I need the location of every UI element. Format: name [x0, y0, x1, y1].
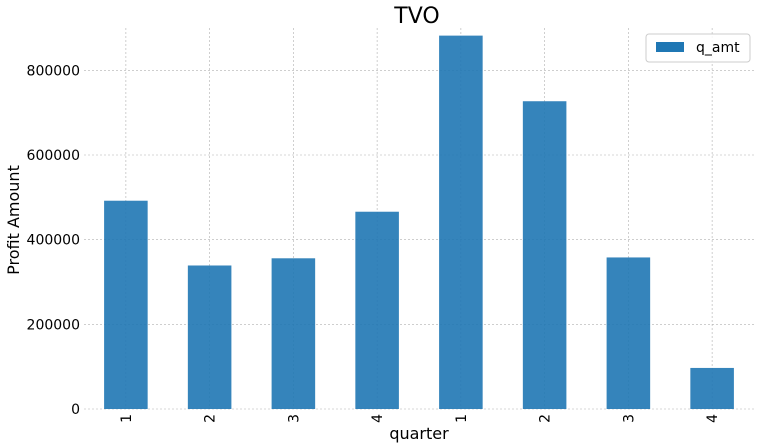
y-tick-label: 200000 [27, 317, 80, 333]
bar [522, 101, 567, 409]
bar [355, 211, 399, 409]
y-axis-ticks: 0 200000 400000 600000 800000 [27, 63, 80, 418]
grid [84, 28, 754, 410]
legend-frame [645, 33, 751, 63]
x-tick-label: 2 [538, 414, 554, 423]
x-tick-label: 3 [621, 414, 637, 423]
y-tick-label: 400000 [27, 233, 80, 249]
x-tick-label: 3 [286, 414, 302, 423]
bars [104, 35, 734, 410]
chart-title: TVO [393, 4, 439, 29]
y-tick-label: 600000 [27, 148, 80, 164]
x-tick-label: 4 [705, 414, 721, 423]
x-axis-ticks: 1 2 3 4 1 2 3 4 [119, 414, 721, 423]
legend-swatch [656, 42, 684, 52]
bar [187, 265, 232, 409]
y-tick-label: 0 [71, 402, 80, 418]
x-tick-label: 2 [203, 414, 219, 423]
bar [690, 367, 734, 409]
x-tick-label: 4 [370, 414, 386, 423]
bar [104, 200, 148, 409]
x-tick-label: 1 [454, 414, 470, 423]
y-tick-label: 800000 [27, 63, 80, 79]
bar [606, 257, 651, 409]
bar [271, 258, 316, 409]
legend-label: q_amt [696, 40, 740, 56]
x-tick-label: 1 [119, 414, 135, 423]
legend: q_amt [645, 33, 751, 63]
x-axis-label: quarter [389, 424, 449, 443]
y-axis-label: Profit Amount [4, 165, 23, 275]
bar [439, 35, 483, 410]
